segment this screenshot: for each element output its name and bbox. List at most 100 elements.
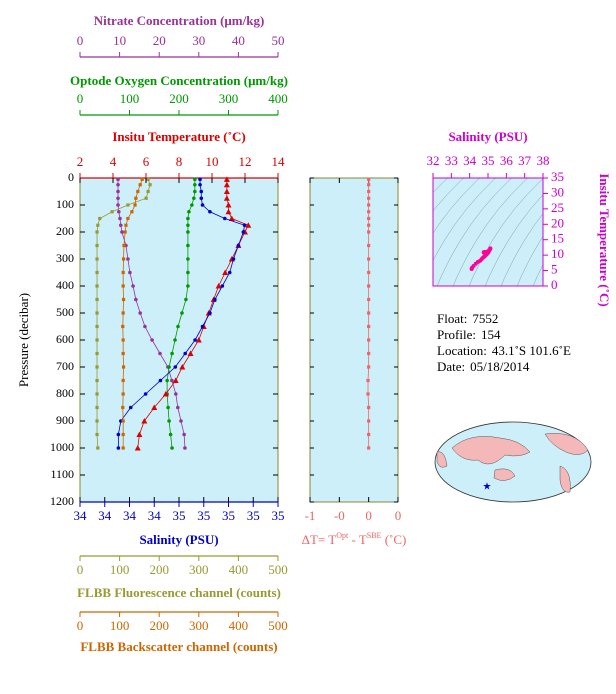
- data-point: [198, 182, 202, 187]
- info-label: Location:: [437, 343, 487, 358]
- data-point: [200, 203, 205, 207]
- x-tick-label: 100: [110, 562, 130, 577]
- data-point: [172, 377, 179, 383]
- data-point: [121, 338, 125, 342]
- density-contour: [468, 178, 543, 286]
- axis-title-part: Opt: [336, 531, 349, 540]
- data-point: [186, 257, 190, 261]
- x-tick-label: 0: [365, 508, 372, 523]
- data-point: [227, 270, 232, 275]
- data-point: [241, 230, 246, 234]
- data-point: [121, 365, 126, 369]
- data-point: [95, 284, 99, 288]
- y-tick-label: 300: [56, 251, 74, 265]
- data-point: [193, 338, 197, 342]
- x-tick-label: 0: [77, 33, 84, 48]
- data-point: [186, 230, 190, 234]
- data-point: [179, 419, 183, 423]
- density-contour: [436, 178, 513, 286]
- data-point: [367, 203, 371, 207]
- x-tick-label: 35: [197, 508, 210, 523]
- data-point: [186, 243, 190, 248]
- data-point: [193, 189, 197, 194]
- axis-title: Optode Oxygen Concentration (μm/kg): [70, 73, 288, 88]
- density-contour: [433, 178, 465, 212]
- axis-title-part: ΔT= T: [302, 532, 337, 547]
- data-point: [223, 195, 230, 201]
- data-point: [199, 189, 204, 194]
- data-point: [213, 297, 217, 302]
- data-point: [367, 196, 371, 200]
- x-tick-label: 400: [229, 562, 249, 577]
- data-point: [95, 257, 99, 261]
- data-point: [367, 216, 371, 221]
- data-point: [140, 177, 144, 181]
- data-point: [121, 270, 125, 275]
- data-point: [193, 182, 197, 187]
- x-tick-label: 200: [169, 91, 189, 106]
- data-point: [180, 311, 184, 315]
- ts-point: [469, 267, 474, 272]
- x-tick-label: 30: [192, 33, 205, 48]
- y-tick-label: 0: [68, 170, 74, 184]
- data-point: [95, 351, 99, 356]
- data-point: [150, 338, 154, 342]
- x-tick-label: 500: [268, 562, 288, 577]
- x-tick-label: 0: [77, 618, 84, 633]
- x-tick-label: 36: [500, 153, 514, 168]
- data-point: [367, 230, 371, 234]
- x-tick-label: 500: [268, 618, 288, 633]
- data-point: [170, 378, 174, 383]
- y-tick-label: 1000: [50, 440, 74, 454]
- x-tick-label: 300: [219, 91, 239, 106]
- y-tick-label: 30: [551, 184, 564, 199]
- y-tick-label: 0: [551, 277, 558, 292]
- axis-title: FLBB Fluorescence channel (counts): [77, 585, 281, 600]
- x-tick-label: 34: [123, 508, 137, 523]
- x-tick-label: -1: [305, 508, 316, 523]
- x-tick-label: 12: [239, 154, 252, 169]
- data-point: [182, 432, 186, 437]
- data-point: [176, 324, 180, 329]
- data-point: [128, 270, 132, 275]
- density-contour: [433, 178, 449, 193]
- axis-title: Salinity (PSU): [448, 129, 527, 144]
- y-tick-label: 10: [551, 246, 564, 261]
- x-tick-label: 34: [148, 508, 162, 523]
- data-point: [95, 365, 99, 369]
- data-point: [148, 183, 152, 187]
- x-tick-label: 100: [110, 618, 130, 633]
- data-point: [131, 284, 135, 288]
- x-tick-label: 33: [445, 153, 458, 168]
- data-point: [134, 196, 138, 200]
- data-point: [192, 196, 196, 201]
- data-point: [121, 297, 126, 302]
- data-point: [95, 311, 99, 315]
- data-point: [367, 419, 371, 423]
- data-point: [183, 446, 187, 450]
- plot-background: [309, 177, 399, 503]
- data-point: [220, 284, 225, 288]
- data-point: [165, 378, 169, 383]
- y-tick-label: 1200: [50, 494, 74, 508]
- y-tick-label: 900: [56, 413, 74, 427]
- data-point: [186, 216, 190, 221]
- data-point: [367, 365, 371, 369]
- data-point: [121, 284, 125, 288]
- data-point: [121, 432, 125, 437]
- data-point: [116, 446, 121, 450]
- x-tick-label: 2: [77, 154, 84, 169]
- data-point: [367, 432, 371, 437]
- data-point: [95, 392, 99, 396]
- data-point: [167, 365, 171, 369]
- data-point: [136, 189, 140, 194]
- data-point: [367, 183, 371, 187]
- data-point: [116, 189, 120, 194]
- x-tick-label: 38: [537, 153, 550, 168]
- density-contour: [516, 235, 543, 286]
- y-tick-label: 20: [551, 215, 564, 230]
- y-tick-label: 25: [551, 200, 564, 215]
- data-point: [225, 202, 232, 208]
- data-point: [146, 177, 150, 181]
